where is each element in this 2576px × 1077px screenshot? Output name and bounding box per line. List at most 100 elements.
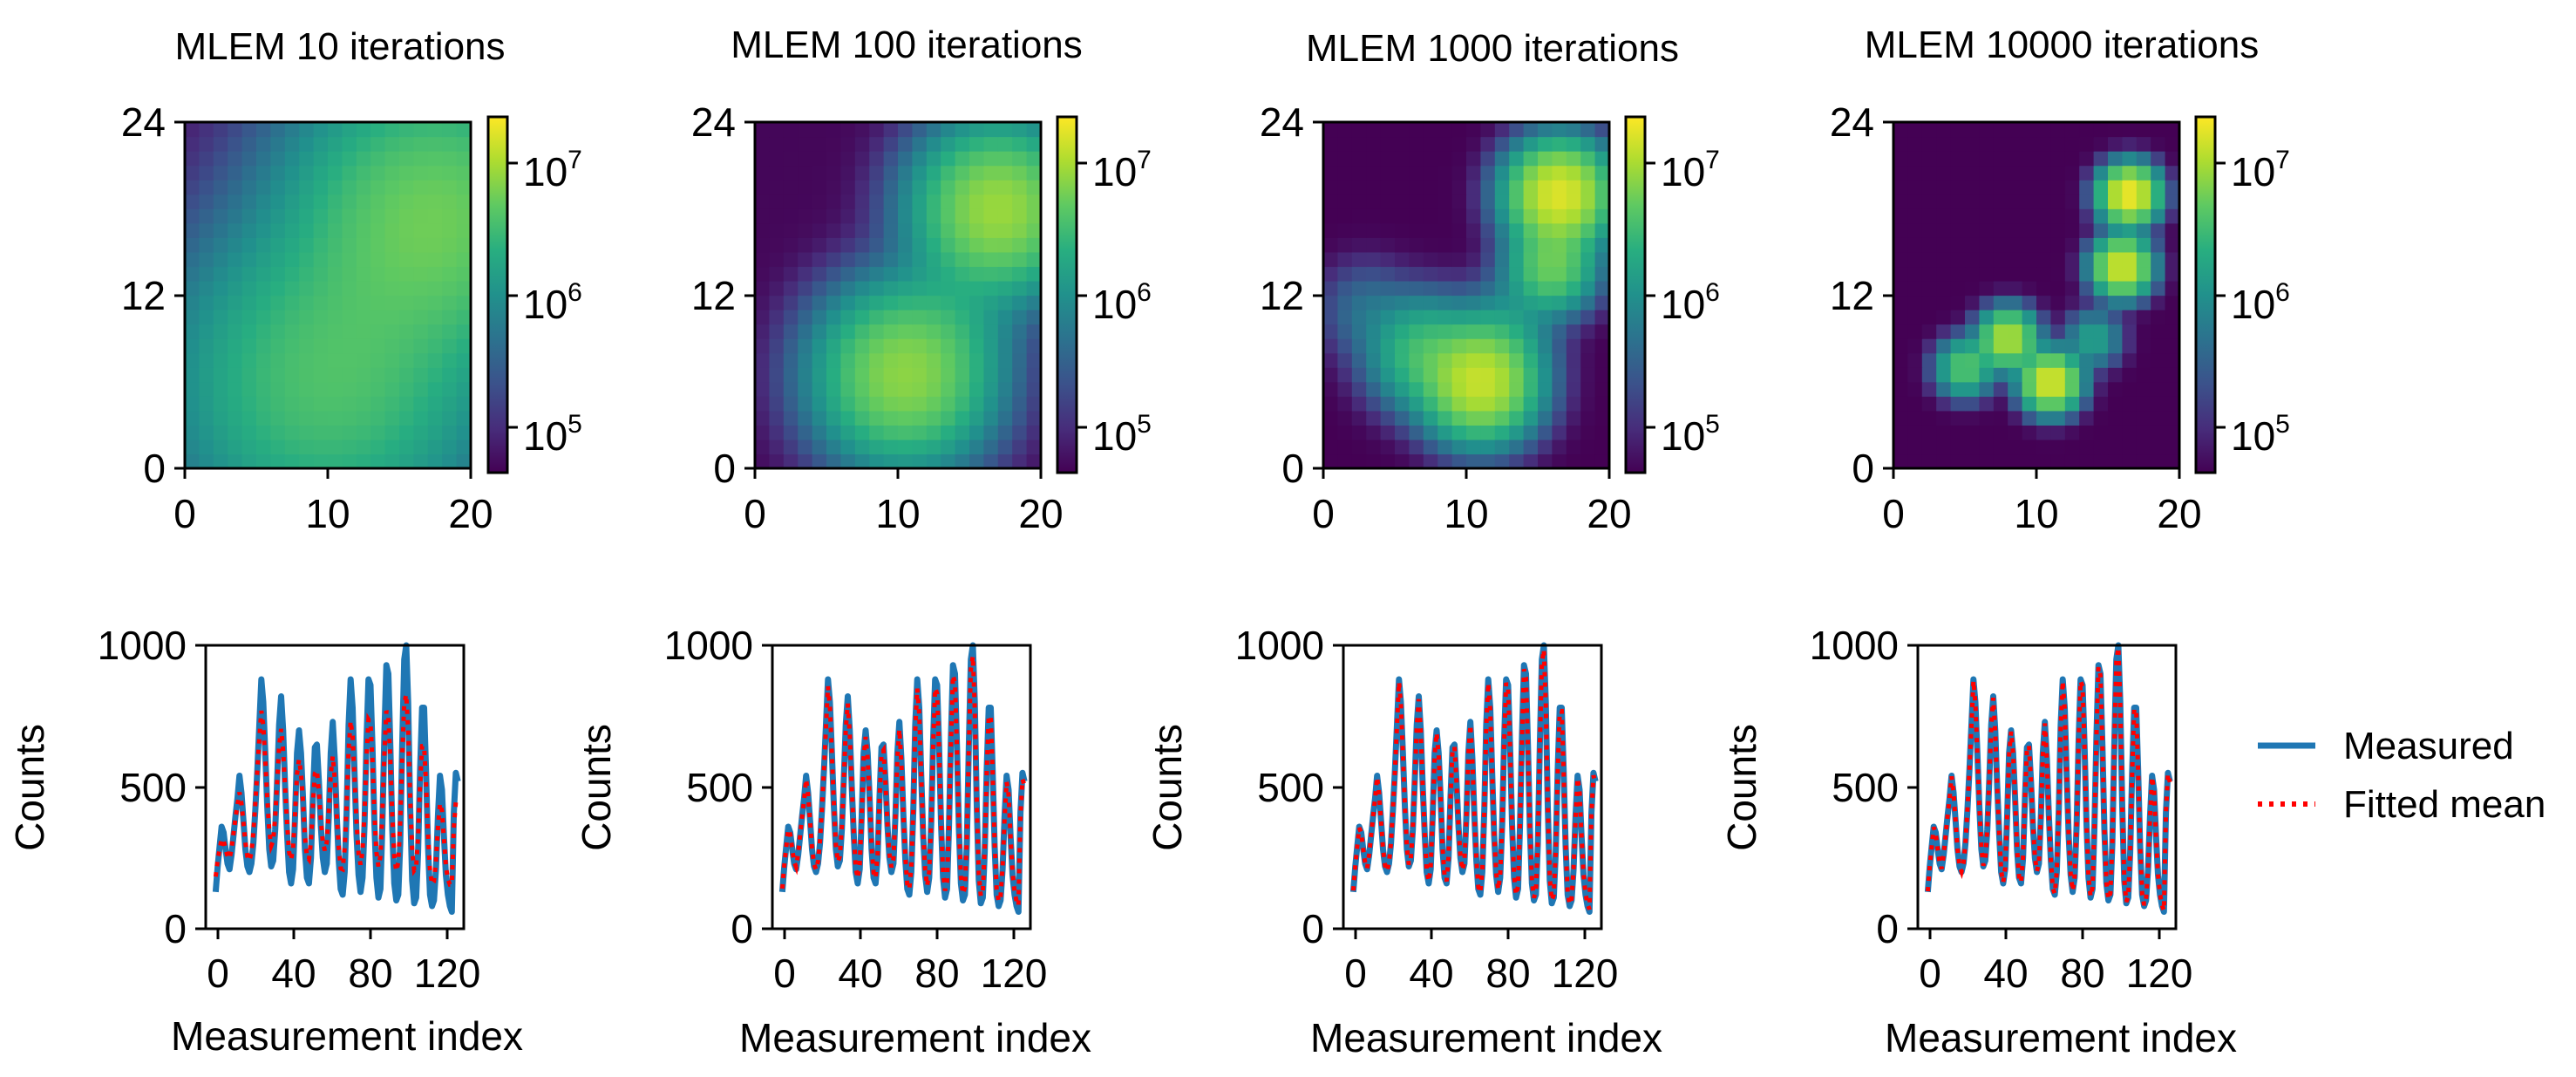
- heatmap-cell: [997, 122, 1013, 138]
- heatmap-cell: [1480, 136, 1496, 152]
- heatmap-cell: [1907, 352, 1923, 368]
- heatmap-cell: [299, 439, 315, 455]
- heatmap-cell: [1566, 222, 1581, 238]
- heatmap-cell: [1366, 295, 1382, 310]
- heatmap-cell: [2165, 208, 2180, 224]
- heatmap-cell: [1026, 208, 1042, 224]
- colorbar: 105 106 107: [2194, 115, 2290, 474]
- heatmap-cell: [869, 237, 885, 253]
- heatmap-cell: [1552, 136, 1567, 152]
- heatmap-cell: [2108, 136, 2123, 152]
- heatmap-cell: [442, 251, 458, 268]
- heatmap-cell: [370, 122, 386, 138]
- heatmap-cell: [1552, 324, 1567, 339]
- heatmap-cell: [769, 222, 785, 238]
- heatmap-cell: [1395, 237, 1410, 253]
- colorbar-tick-base: 10: [2231, 149, 2275, 194]
- heatmap-cell: [1566, 266, 1581, 282]
- heatmap-cell: [1552, 425, 1567, 440]
- heatmap-cell: [883, 295, 899, 310]
- colorbar-tick-exponent: 5: [1705, 410, 1720, 439]
- heatmap-cell: [256, 208, 271, 224]
- colorbar-tick-exponent: 7: [1137, 146, 1152, 174]
- heatmap-cells: [1323, 122, 1610, 469]
- heatmap-cell: [1523, 165, 1539, 181]
- heatmap-cell: [769, 410, 785, 426]
- heatmap-cell: [185, 439, 200, 455]
- heatmap-cell: [213, 280, 228, 297]
- heatmap-cell: [941, 352, 956, 368]
- heatmap-cell: [1893, 396, 1908, 412]
- heatmap-cell: [313, 194, 329, 209]
- heatmap-cell: [812, 280, 827, 297]
- y-axis: 0 500 1000 Counts: [574, 623, 772, 951]
- heatmap-cell: [2050, 180, 2066, 195]
- heatmap-cell: [2165, 425, 2180, 440]
- heatmap-cell: [941, 165, 956, 181]
- heatmap-cell: [1380, 165, 1396, 181]
- heatmap-cell: [1395, 410, 1410, 426]
- heatmap-cell: [1451, 439, 1467, 455]
- heatmap-cell: [2122, 194, 2138, 209]
- heatmap-cell: [1936, 280, 1952, 297]
- heatmap-cell: [270, 237, 286, 253]
- heatmap-cell: [1936, 310, 1952, 325]
- heatmap-cell: [185, 180, 200, 195]
- heatmap-cell: [1907, 338, 1923, 354]
- heatmap-cell: [413, 367, 429, 383]
- heatmap-cell: [755, 295, 770, 310]
- heatmap-cell: [1480, 396, 1496, 412]
- heatmap-cell: [1466, 208, 1481, 224]
- heatmap-cell: [1993, 280, 2008, 297]
- heatmap-cell: [270, 396, 286, 412]
- heatmap-cell: [1494, 410, 1510, 426]
- heatmap-cell: [2036, 208, 2051, 224]
- heatmap-cell: [2165, 165, 2180, 181]
- heatmap-cell: [840, 136, 856, 152]
- heatmap-cell: [1026, 222, 1042, 238]
- heatmap-cell: [185, 266, 200, 282]
- heatmap-cell: [769, 367, 785, 383]
- heatmap-cell: [1423, 237, 1438, 253]
- heatmap-cell: [228, 180, 243, 195]
- heatmap-cell: [2036, 266, 2051, 282]
- heatmap-cell: [955, 222, 970, 238]
- heatmap-cell: [399, 410, 414, 426]
- heatmap-cell: [442, 381, 458, 397]
- heatmap-cell: [1423, 310, 1438, 325]
- heatmap-cell: [313, 425, 329, 440]
- heatmap-cell: [299, 251, 315, 268]
- heatmap-cell: [199, 165, 214, 181]
- x-tick-label: 0: [1344, 951, 1367, 996]
- heatmap-cell: [241, 237, 257, 253]
- heatmap-cell: [342, 237, 357, 253]
- series-lines: [212, 642, 461, 915]
- heatmap-cell: [955, 251, 970, 268]
- heatmap-cell: [185, 324, 200, 339]
- heatmap-cell: [228, 324, 243, 339]
- heatmap-cell: [1921, 280, 1937, 297]
- heatmap-cell: [798, 266, 813, 282]
- heatmap-cell: [270, 425, 286, 440]
- heatmap-cell: [798, 310, 813, 325]
- heatmap-cell: [926, 410, 941, 426]
- heatmap-cell: [370, 367, 386, 383]
- heatmap-cell: [2022, 367, 2037, 383]
- heatmap-cell: [883, 367, 899, 383]
- heatmap-cell: [370, 180, 386, 195]
- heatmap-cell: [912, 425, 928, 440]
- heatmap-cell: [2165, 251, 2180, 268]
- heatmap-cell: [883, 324, 899, 339]
- heatmap-cell: [1509, 165, 1525, 181]
- heatmap-cell: [1026, 425, 1042, 440]
- heatmap-cell: [798, 439, 813, 455]
- heatmap-cell: [912, 237, 928, 253]
- heatmap-cell: [826, 324, 841, 339]
- heatmap-cell: [869, 266, 885, 282]
- heatmap-cell: [898, 324, 913, 339]
- heatmap-cell: [1012, 410, 1028, 426]
- heatmap-cell: [783, 208, 799, 224]
- heatmap-cell: [1523, 338, 1539, 354]
- heatmap-cell: [2050, 151, 2066, 167]
- heatmap-cell: [840, 396, 856, 412]
